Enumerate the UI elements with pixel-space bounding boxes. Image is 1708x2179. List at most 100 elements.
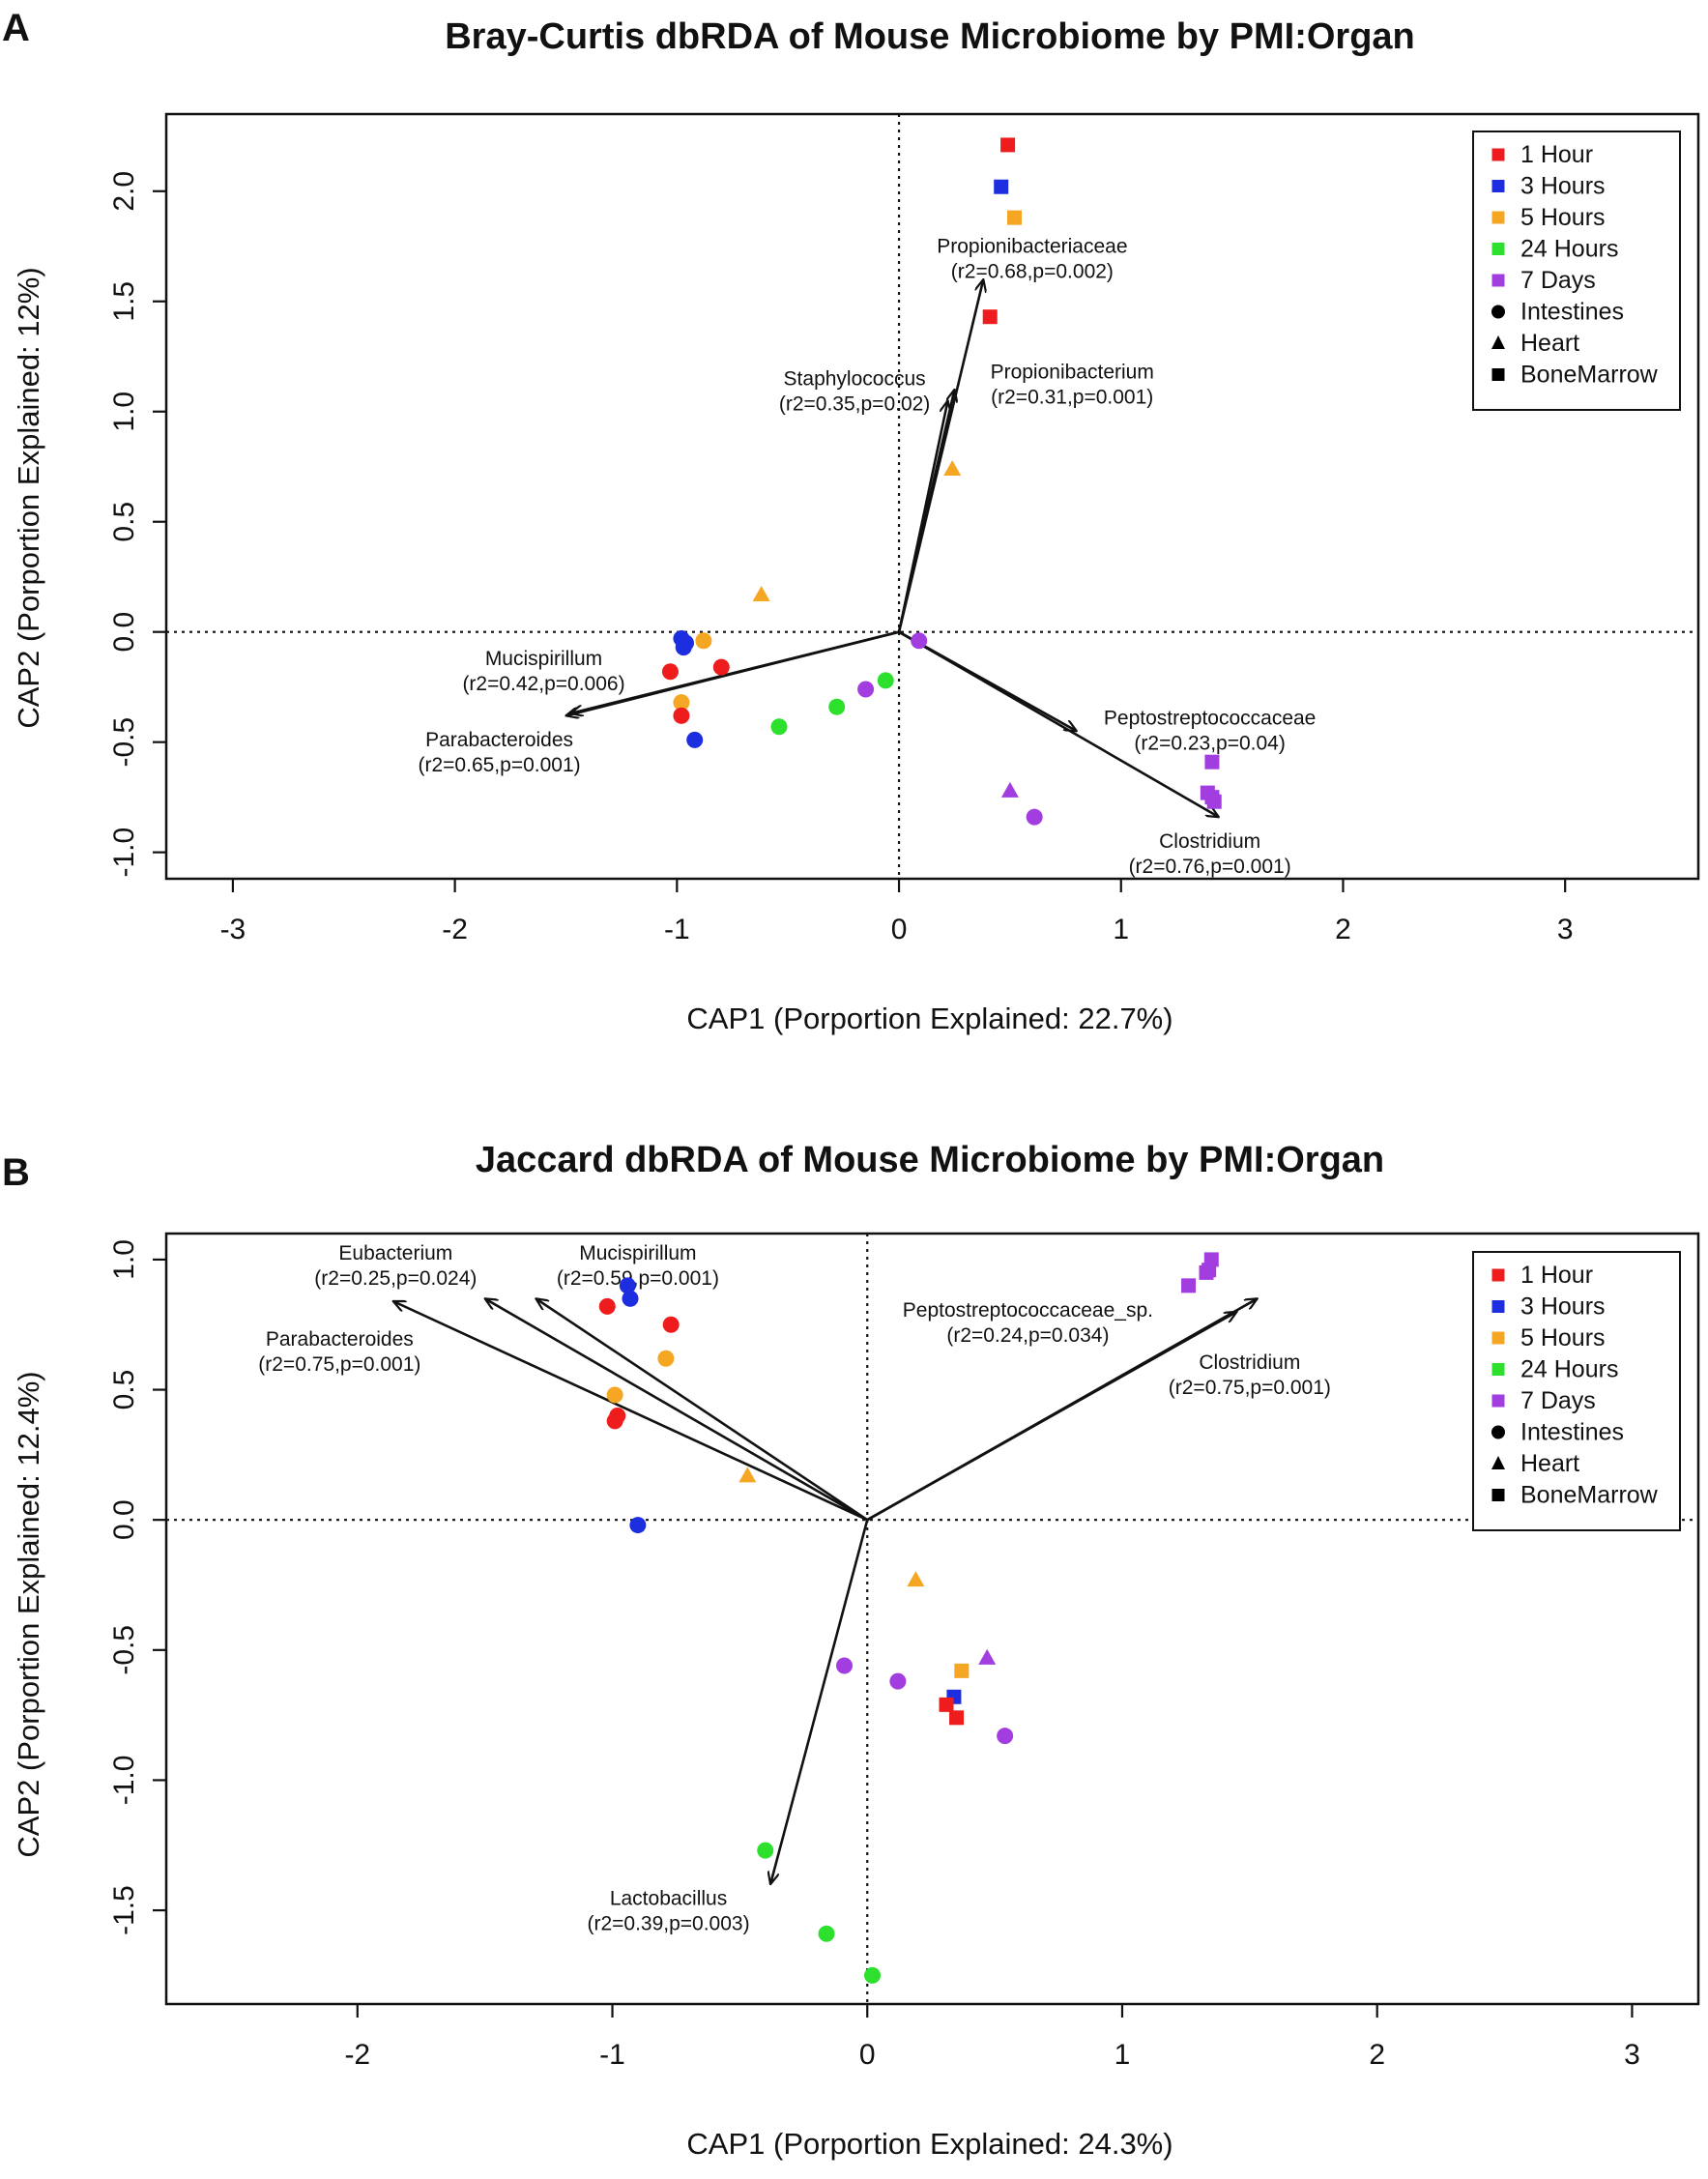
data-point-bonemarrow [1204, 754, 1220, 770]
legend-label: 7 Days [1520, 267, 1596, 294]
panel-b-reference-lines [166, 1234, 1698, 2004]
vector-arrow [898, 630, 1219, 817]
y-tick-label: -1.0 [108, 828, 140, 878]
legend-label: 5 Hours [1520, 204, 1606, 231]
x-tick-label: 3 [1624, 2039, 1640, 2071]
vector-name-label: Mucispirillum [485, 648, 602, 670]
vector-name-label: Peptostreptococcaceae_sp. [903, 1299, 1153, 1322]
panel-b-legend: 1 Hour 3 Hours 5 Hours 24 Hours 7 Days Intest… [1472, 1251, 1681, 1531]
legend-label: Heart [1520, 1450, 1579, 1477]
data-point-intestines [622, 1290, 639, 1307]
data-point-intestines [836, 1657, 854, 1674]
vector-arrow [393, 1299, 868, 1522]
panel-a-title: Bray-Curtis dbRDA of Mouse Microbiome by… [445, 16, 1415, 57]
legend-label: Intestines [1520, 299, 1624, 326]
y-tick-label: -1.5 [108, 1885, 140, 1935]
panel-a-vectors: Propionibacteriaceae (r2=0.68,p=0.002) Pro… [419, 236, 1317, 878]
vector-arrow [536, 1298, 868, 1522]
x-tick-label: 2 [1335, 914, 1351, 945]
legend-label: 5 Hours [1520, 1324, 1606, 1351]
y-tick-label: 0.5 [108, 502, 140, 542]
legend-marker-triangle [1491, 1456, 1505, 1469]
vector-stat-label: (r2=0.68,p=0.002) [951, 261, 1114, 283]
panel-b-y-axis-label: CAP2 (Porportion Explained: 12.4%) [12, 1371, 45, 1857]
data-point-intestines [770, 718, 788, 736]
legend-marker-circle [1491, 305, 1505, 319]
panel-b-x-ticks: -2 -1 0 1 2 3 [344, 2004, 1640, 2071]
data-point-intestines [1026, 808, 1043, 826]
vector-name-label: Eubacterium [338, 1242, 452, 1264]
data-point-heart [752, 585, 770, 601]
data-point-heart [907, 1571, 925, 1587]
legend-marker-square [1491, 1489, 1505, 1501]
legend-marker-square [1491, 1363, 1505, 1376]
y-tick-label: 2.0 [108, 171, 140, 212]
x-tick-label: -2 [344, 2039, 370, 2071]
data-point-intestines [675, 639, 692, 656]
vector-stat-label: (r2=0.24,p=0.034) [946, 1324, 1109, 1347]
x-tick-label: 1 [1115, 2039, 1131, 2071]
data-point-bonemarrow [1000, 137, 1016, 153]
data-point-intestines [673, 707, 690, 724]
legend-label: 3 Hours [1520, 1293, 1606, 1321]
data-point-intestines [864, 1966, 882, 1984]
x-tick-label: 3 [1557, 914, 1574, 945]
legend-label: Heart [1520, 330, 1579, 357]
vector-name-label: Clostridium [1199, 1351, 1300, 1374]
data-point-heart [943, 460, 962, 477]
data-point-intestines [712, 658, 730, 676]
data-point-bonemarrow [1199, 1264, 1214, 1280]
data-point-bonemarrow [982, 309, 998, 325]
vector-name-label: Peptostreptococcaceae [1104, 707, 1316, 729]
vector-name-label: Mucispirillum [579, 1242, 696, 1264]
panel-a-y-ticks: -1.0 -0.5 0.0 0.5 1.0 1.5 2.0 [108, 171, 166, 878]
legend-marker-square [1491, 1394, 1505, 1408]
data-point-intestines [757, 1842, 774, 1859]
data-point-intestines [828, 698, 846, 715]
data-point-intestines [662, 1316, 680, 1333]
data-point-intestines [673, 694, 690, 712]
panel-b-legend-box [1472, 1251, 1681, 1531]
data-point-heart [978, 1648, 997, 1665]
x-tick-label: 0 [859, 2039, 876, 2071]
vector-stat-label: (r2=0.25,p=0.024) [314, 1267, 477, 1290]
x-tick-label: -2 [442, 914, 468, 945]
vector-name-label: Staphylococcus [784, 367, 926, 390]
panel-b-vectors: Eubacterium (r2=0.25,p=0.024) Mucispirillu… [258, 1242, 1331, 1935]
legend-marker-circle [1491, 1425, 1505, 1439]
y-tick-label: 0.0 [108, 1499, 140, 1540]
data-point-heart [1000, 781, 1019, 798]
x-tick-label: -1 [664, 914, 690, 945]
y-tick-label: 1.5 [108, 281, 140, 322]
y-tick-label: 1.0 [108, 1239, 140, 1280]
data-point-bonemarrow [1206, 794, 1222, 809]
x-tick-label: 1 [1113, 914, 1129, 945]
legend-marker-square [1491, 1268, 1505, 1282]
legend-label: BoneMarrow [1520, 362, 1659, 389]
vector-arrow [866, 1312, 1236, 1522]
vector-arrow [897, 400, 948, 632]
data-point-intestines [619, 1277, 636, 1294]
vector-stat-label: (r2=0.35,p=0.02) [779, 392, 930, 415]
panel-a-plot-frame [164, 112, 1700, 881]
x-tick-label: 0 [891, 914, 908, 945]
vector-name-label: Propionibacterium [991, 362, 1154, 384]
vector-stat-label: (r2=0.39,p=0.003) [587, 1913, 749, 1935]
data-point-intestines [609, 1407, 626, 1424]
data-point-bonemarrow [949, 1710, 965, 1726]
legend-marker-square [1491, 180, 1505, 192]
vector-name-label: Parabacteroides [425, 729, 573, 751]
vector-name-label: Lactobacillus [610, 1888, 727, 1910]
panel-a-reference-lines [166, 114, 1698, 879]
vector-name-label: Parabacteroides [266, 1328, 414, 1351]
data-point-heart [738, 1467, 757, 1483]
vector-arrow [770, 1519, 869, 1884]
data-point-bonemarrow [954, 1663, 970, 1678]
data-point-bonemarrow [994, 179, 1009, 194]
legend-label: 24 Hours [1520, 1356, 1618, 1383]
y-tick-label: -1.0 [108, 1756, 140, 1806]
legend-label: BoneMarrow [1520, 1482, 1659, 1509]
legend-marker-square [1491, 243, 1505, 255]
data-point-bonemarrow [1181, 1278, 1197, 1293]
data-point-intestines [606, 1386, 623, 1404]
